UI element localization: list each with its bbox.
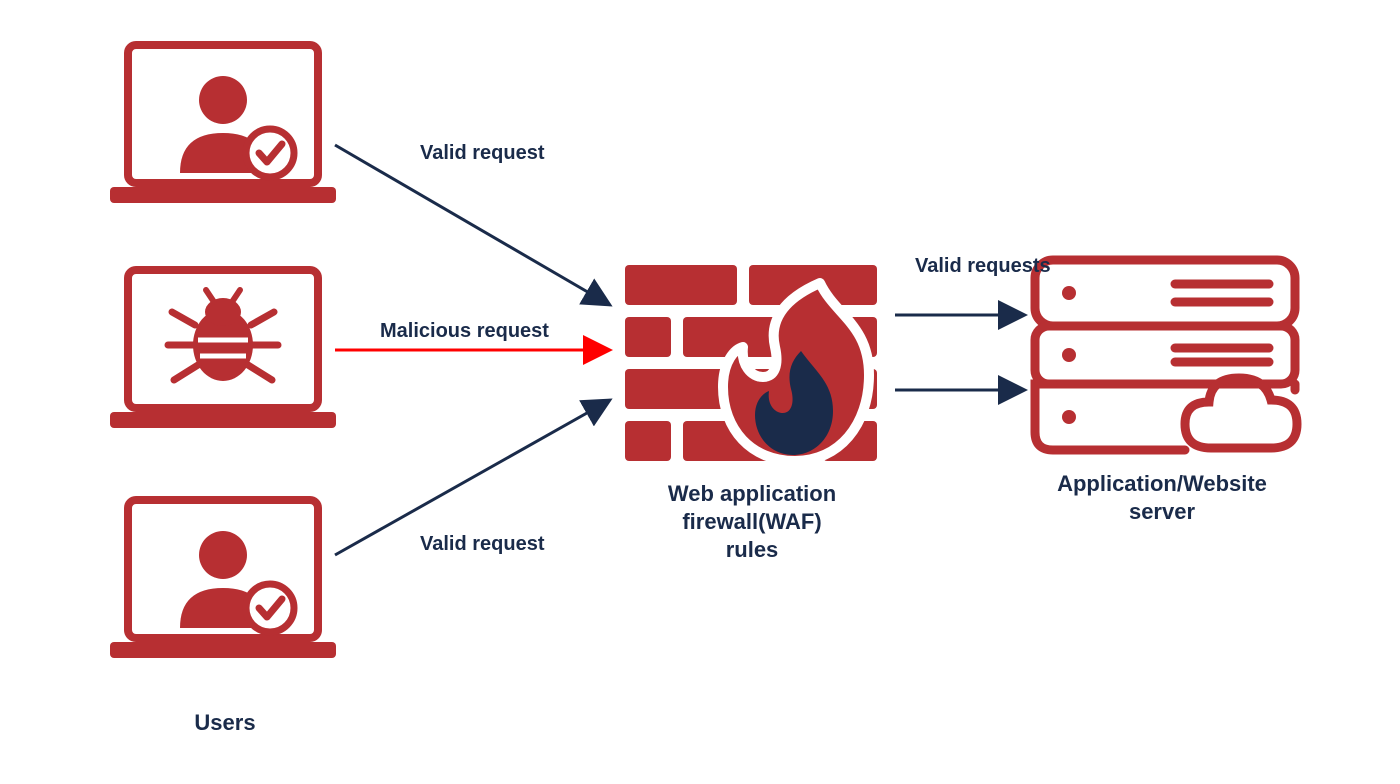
label-valid-top: Valid request (420, 142, 545, 165)
diagram-canvas: Valid request Malicious request Valid re… (0, 0, 1400, 784)
caption-firewall: Web application firewall(WAF) rules (668, 480, 836, 564)
caption-users: Users (194, 710, 255, 736)
label-valid-requests: Valid requests (915, 255, 1051, 278)
caption-server: Application/Website server (1057, 470, 1267, 526)
label-valid-bot: Valid request (420, 533, 545, 556)
server-icon (0, 0, 1400, 784)
label-malicious: Malicious request (380, 320, 549, 343)
